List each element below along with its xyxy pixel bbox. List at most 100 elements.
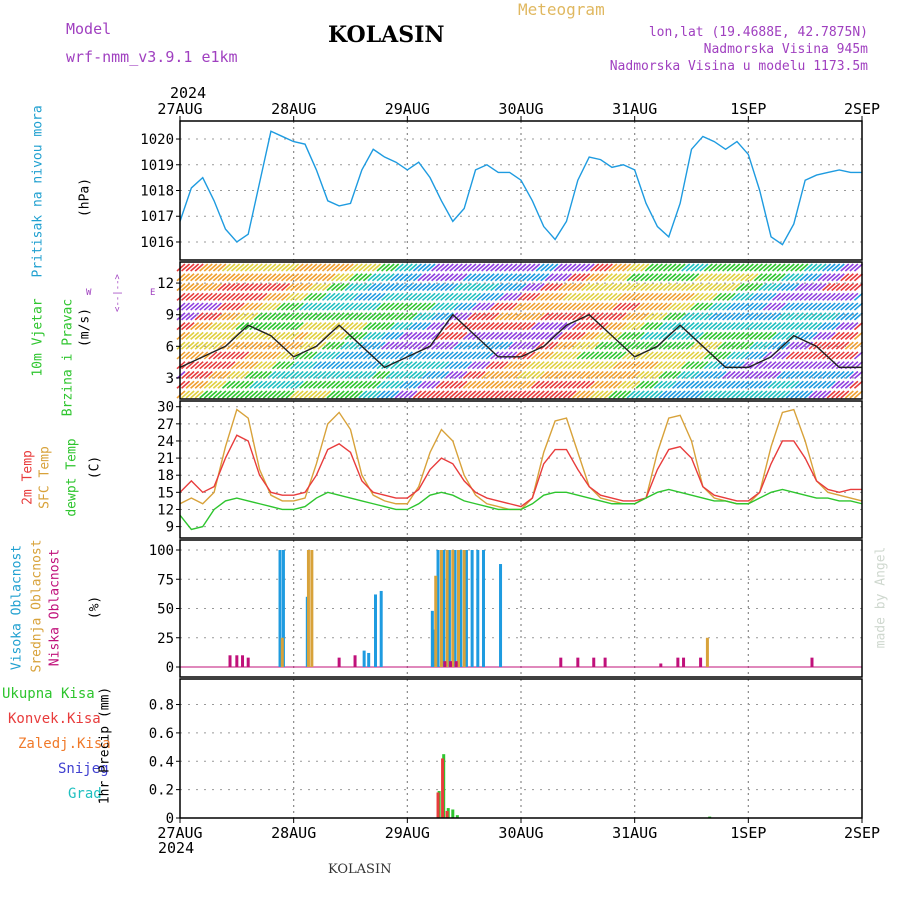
wind-barb <box>840 273 850 282</box>
wind-barb <box>612 302 623 311</box>
wind-barb <box>740 351 750 360</box>
high-cloud-bar <box>499 564 503 667</box>
wind-barb <box>326 331 336 340</box>
wind-barb <box>240 361 250 370</box>
wind-barb <box>276 282 286 292</box>
wind-barb <box>781 312 791 321</box>
wind-barb <box>626 380 636 389</box>
low-cloud-bar <box>682 657 686 667</box>
wind-barb <box>299 351 309 360</box>
wind-barb <box>426 322 436 331</box>
wind-barb <box>353 263 363 272</box>
wind-barb <box>367 341 377 350</box>
wind-barb <box>444 361 454 370</box>
wind-barb <box>467 361 477 370</box>
wind-barb <box>749 380 759 389</box>
wind-barb <box>317 361 327 370</box>
wind-barb <box>803 361 813 370</box>
wind-barb <box>299 282 309 292</box>
wind-barb <box>585 273 595 282</box>
wind-barb <box>676 341 686 350</box>
wind-barb <box>753 390 763 399</box>
wind-barb <box>735 273 745 282</box>
wind-barb <box>353 302 363 311</box>
wind-barb <box>685 312 695 321</box>
wind-barb <box>403 322 413 331</box>
wind-barb <box>358 390 368 399</box>
wind-barb <box>644 390 654 399</box>
wind-barb <box>235 341 245 350</box>
wind-barb <box>749 341 759 350</box>
wind-barb <box>408 361 418 370</box>
wind-barb <box>412 331 422 340</box>
wind-barb <box>203 390 213 399</box>
wind-barb <box>612 273 623 282</box>
wind-barb <box>235 302 245 311</box>
wind-barb <box>281 361 291 370</box>
wind-barb <box>431 361 441 370</box>
wind-barb <box>258 370 268 380</box>
wind-barb <box>762 380 773 389</box>
wind-barb <box>253 273 263 282</box>
wind-barb <box>640 292 650 301</box>
wind-barb <box>712 282 723 292</box>
wind-barb <box>726 292 736 301</box>
wind-barb <box>694 302 704 311</box>
wind-barb <box>331 361 341 370</box>
wind-barb <box>744 263 754 272</box>
wind-barb <box>181 292 191 301</box>
y-tick-label: 100 <box>149 543 174 559</box>
wind-barb <box>349 331 359 340</box>
wind-barb <box>381 322 391 331</box>
wind-barb <box>376 322 386 331</box>
wind-barb <box>599 263 609 272</box>
wind-barb <box>331 380 341 389</box>
wind-barb <box>467 282 477 292</box>
wind-barb <box>176 361 186 370</box>
wind-barb <box>285 292 295 301</box>
wind-barb <box>585 370 595 380</box>
wind-barb <box>185 322 195 331</box>
wind-barb <box>294 380 304 389</box>
wind-barb <box>808 341 818 350</box>
wind-barb <box>299 341 309 350</box>
wind-barb <box>494 263 504 272</box>
wind-barb <box>485 302 495 311</box>
wind-barb <box>249 361 259 370</box>
wind-barb <box>762 282 773 292</box>
wind-barb <box>294 322 304 331</box>
wind-barb <box>276 390 286 399</box>
wind-barb <box>221 312 231 321</box>
wind-barb <box>785 351 795 360</box>
wind-barb <box>794 380 804 389</box>
wind-barb <box>340 390 350 399</box>
wind-barb <box>722 302 732 311</box>
wind-barb <box>253 341 263 350</box>
wind-barb <box>690 361 700 370</box>
wind-barb <box>499 322 509 331</box>
wind-barb <box>849 351 859 360</box>
wind-barb <box>644 263 654 272</box>
wind-barb <box>712 390 723 399</box>
wind-barb <box>635 273 645 282</box>
wind-barb <box>349 380 359 389</box>
wind-barb <box>753 292 763 301</box>
wind-barb <box>667 282 677 292</box>
wind-barb <box>581 351 591 360</box>
wind-barb <box>776 273 786 282</box>
wind-barb <box>390 351 400 360</box>
wind-barb <box>731 331 741 340</box>
wind-barb <box>376 331 386 340</box>
wind-barb <box>813 390 823 399</box>
wind-barb <box>231 380 241 389</box>
wind-barb <box>226 361 236 370</box>
wind-barb <box>631 282 641 292</box>
wind-barb <box>203 263 213 272</box>
wind-barb <box>231 273 241 282</box>
wind-barb <box>481 380 491 389</box>
wind-barb <box>326 292 336 301</box>
wind-barb <box>467 351 477 360</box>
wind-barb <box>622 282 632 292</box>
wind-barb <box>767 292 777 301</box>
wind-barb <box>572 322 582 331</box>
